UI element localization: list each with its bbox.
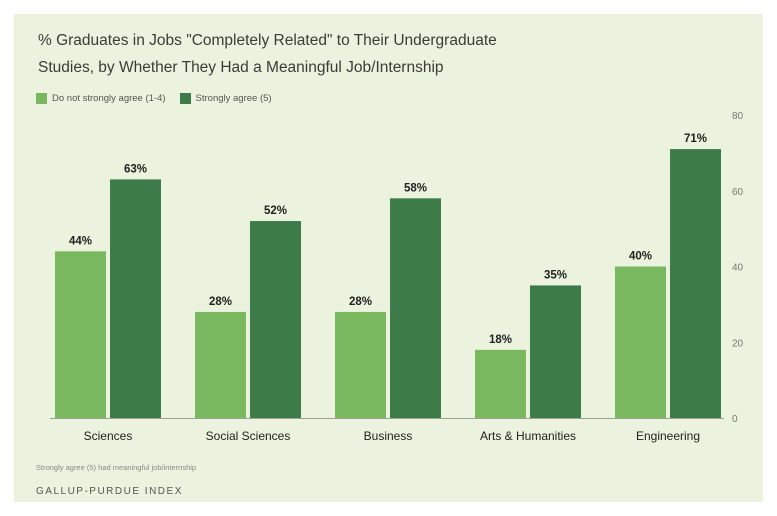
bar-engineering-not-strongly-agree: [615, 266, 666, 418]
legend: Do not strongly agree (1-4) Strongly agr…: [36, 93, 286, 104]
data-label-arts-and-humanities-strongly-agree: 35%: [544, 269, 567, 281]
bar-chart-plot: 0 20 40 60 80 44% 63% Sciences 28% 52% Social Scie…: [50, 111, 744, 443]
data-label-social-sciences-not-strongly-agree: 28%: [209, 296, 232, 308]
data-label-business-not-strongly-agree: 28%: [349, 296, 372, 308]
bar-sciences-not-strongly-agree: [55, 251, 106, 418]
x-category-label-social-sciences: Social Sciences: [206, 429, 291, 443]
data-label-business-strongly-agree: 58%: [404, 182, 427, 194]
y-tick-label-60: 60: [732, 187, 744, 198]
x-category-label-sciences: Sciences: [84, 429, 133, 443]
data-label-sciences-strongly-agree: 63%: [124, 163, 147, 175]
legend-label-not-strongly-agree: Do not strongly agree (1-4): [52, 93, 166, 104]
x-category-label-engineering: Engineering: [636, 429, 700, 443]
y-tick-label-80: 80: [732, 111, 744, 122]
bar-arts-and-humanities-strongly-agree: [530, 285, 581, 418]
y-tick-label-20: 20: [732, 338, 744, 349]
y-tick-label-0: 0: [732, 414, 738, 425]
y-tick-label-40: 40: [732, 263, 744, 274]
bar-engineering-strongly-agree: [670, 149, 721, 418]
chart-title-line-2: Studies, by Whether They Had a Meaningfu…: [38, 59, 444, 76]
x-category-label-business: Business: [364, 429, 413, 443]
legend-swatch-not-strongly-agree: [36, 93, 47, 104]
bar-business-not-strongly-agree: [335, 311, 386, 418]
data-label-arts-and-humanities-not-strongly-agree: 18%: [489, 334, 512, 346]
data-label-social-sciences-strongly-agree: 52%: [264, 205, 287, 217]
x-category-label-arts-and-humanities: Arts & Humanities: [480, 429, 576, 443]
data-label-engineering-not-strongly-agree: 40%: [629, 251, 652, 263]
bar-social-sciences-not-strongly-agree: [195, 311, 246, 418]
bar-business-strongly-agree: [390, 198, 441, 418]
chart-title-line-1: % Graduates in Jobs "Completely Related"…: [38, 32, 497, 49]
bar-social-sciences-strongly-agree: [250, 221, 301, 418]
source-label: GALLUP-PURDUE INDEX: [36, 486, 183, 497]
legend-label-strongly-agree: Strongly agree (5): [195, 93, 272, 104]
bar-sciences-strongly-agree: [110, 179, 161, 418]
legend-item-strongly-agree: Strongly agree (5): [179, 93, 272, 104]
footnote: Strongly agree (5) had meaningful job/in…: [36, 463, 197, 472]
data-label-engineering-strongly-agree: 71%: [684, 133, 707, 145]
chart-card: % Graduates in Jobs "Completely Related"…: [14, 14, 763, 502]
data-label-sciences-not-strongly-agree: 44%: [69, 235, 92, 247]
legend-item-not-strongly-agree: Do not strongly agree (1-4): [36, 93, 166, 104]
bar-arts-and-humanities-not-strongly-agree: [475, 349, 526, 418]
legend-swatch-strongly-agree: [179, 93, 191, 104]
